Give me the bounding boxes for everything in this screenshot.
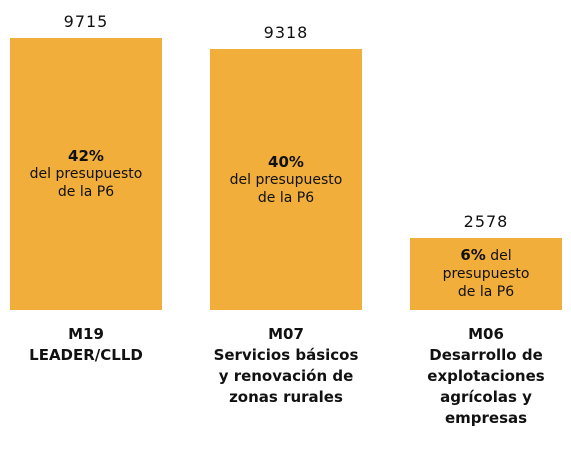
category-code: M19 [68, 325, 104, 343]
bar-annotation: 40% del presupuesto de la P6 [224, 153, 348, 207]
bar: 40% del presupuesto de la P6 [210, 49, 362, 310]
value-label: 9318 [263, 23, 309, 43]
bar: 6% del presupuesto de la P6 [410, 237, 562, 310]
category-code: M07 [268, 325, 304, 343]
share-label: 6% [460, 246, 486, 265]
value-label: 2578 [463, 211, 509, 231]
share-label: 42% [68, 146, 104, 165]
share-text: del presupuesto de la P6 [229, 171, 343, 206]
value-label: 9715 [63, 11, 109, 31]
category-description: Desarrollo de explotaciones agrícolas y … [427, 346, 545, 427]
category-description: LEADER/CLLD [29, 346, 143, 364]
share-text: del presupuesto de la P6 [29, 165, 143, 200]
share-label: 40% [268, 152, 304, 171]
category-label: M06 Desarrollo de explotaciones agrícolas… [396, 324, 571, 429]
bar: 42% del presupuesto de la P6 [10, 37, 162, 310]
category-description: Servicios básicos y renovación de zonas … [213, 346, 359, 406]
bar-annotation: 6% del presupuesto de la P6 [436, 246, 536, 301]
share-text: del presupuesto de la P6 [442, 248, 530, 301]
bar-annotation: 42% del presupuesto de la P6 [24, 147, 148, 201]
category-code: M06 [468, 325, 504, 343]
category-label: M19 LEADER/CLLD [0, 324, 176, 366]
category-label: M07 Servicios básicos y renovación de zon… [196, 324, 376, 408]
